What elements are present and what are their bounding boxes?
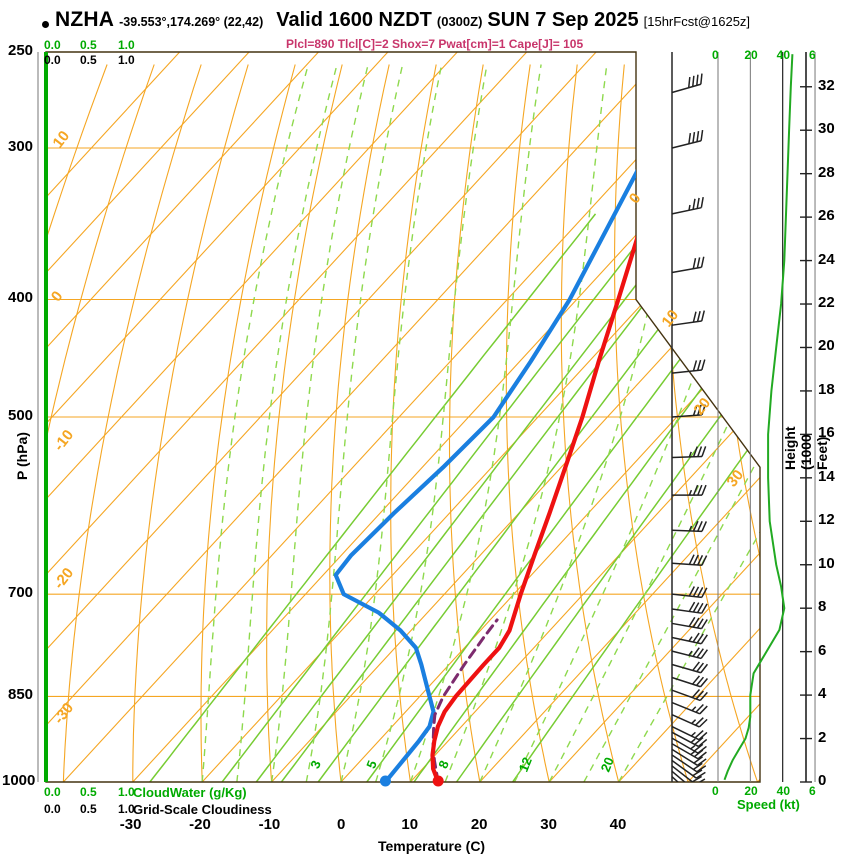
valid-time: Valid 1600 NZDT <box>276 9 432 31</box>
speed-axis-title: Speed (kt) <box>737 797 800 812</box>
temperature-tick: 40 <box>609 816 627 833</box>
pressure-tick: 400 <box>8 289 34 307</box>
cloudiness-tick-top: 0.5 <box>80 53 97 67</box>
height-tick: 8 <box>818 598 827 616</box>
temperature-tick: -20 <box>189 816 211 833</box>
pressure-axis-title: P (hPa) <box>14 432 30 480</box>
cloudwater-axis <box>37 52 48 782</box>
cloudwater-axis-title: CloudWater (g/Kg) <box>133 785 247 800</box>
height-tick: 4 <box>818 685 827 703</box>
temperature-tick: -10 <box>258 816 281 833</box>
speed-tick-bottom: 20 <box>744 784 758 798</box>
zulu-time: (0300Z) <box>436 14 483 29</box>
forecast-info: [15hrFcst@1625z] <box>643 14 751 29</box>
height-tick: 22 <box>818 294 835 312</box>
height-tick: 14 <box>818 467 835 485</box>
speed-tick-bottom: 40 <box>776 784 791 798</box>
speed-axis <box>717 52 816 782</box>
temperature-tick: 20 <box>470 816 488 833</box>
height-tick: 28 <box>818 163 835 181</box>
header: NZHA -39.553°,174.269° (22,42) Valid 160… <box>0 8 850 34</box>
mixing-ratio-lines <box>149 213 760 782</box>
station-id: NZHA <box>55 8 115 31</box>
temperature-tick: 30 <box>540 816 557 833</box>
speed-tick-bottom: 6 <box>809 784 816 798</box>
speed-tick-bottom: 0 <box>712 784 719 798</box>
temperature-tick: -30 <box>119 816 142 833</box>
pressure-tick: 700 <box>8 584 34 602</box>
cloudwater-tick-top: 0.5 <box>80 38 97 52</box>
height-tick: 0 <box>818 772 827 789</box>
height-tick: 6 <box>818 641 827 659</box>
height-tick: 12 <box>818 511 835 529</box>
cloudwater-tick-top: 1.0 <box>118 38 135 52</box>
speed-tick-top: 40 <box>776 48 791 62</box>
isobar-lines <box>46 52 760 782</box>
pressure-tick: 250 <box>8 42 34 59</box>
pressure-tick: 300 <box>8 138 34 155</box>
height-axis-title: Height (1000 Feet) <box>782 426 830 470</box>
valid-date: SUN 7 Sep 2025 <box>487 9 639 31</box>
surface-markers <box>379 775 444 787</box>
moist-adiabat-lines <box>201 64 760 782</box>
cloudiness-tick-top: 0.0 <box>44 53 61 67</box>
height-tick: 10 <box>818 554 835 572</box>
pressure-tick: 850 <box>8 686 34 704</box>
height-tick: 24 <box>818 250 835 268</box>
cloudiness-tick-top: 1.0 <box>118 53 135 67</box>
cloudiness-tick-bottom: 0.5 <box>80 802 97 816</box>
wind-speed-profile <box>723 54 794 781</box>
speed-tick-top: 6 <box>809 48 816 62</box>
height-tick: 32 <box>818 76 835 94</box>
height-tick: 20 <box>818 337 835 355</box>
cloudwater-tick-top: 0.0 <box>44 38 61 52</box>
isotherm-lines <box>46 52 760 782</box>
temperature-axis-title: Temperature (C) <box>378 838 486 854</box>
speed-tick-top: 20 <box>744 48 758 62</box>
cloudwater-tick-bottom: 0.0 <box>44 785 61 799</box>
height-tick: 18 <box>818 380 835 398</box>
height-tick: 30 <box>818 120 835 138</box>
pressure-tick: 500 <box>8 407 34 424</box>
cloudiness-tick-bottom: 1.0 <box>118 802 135 816</box>
speed-tick-top: 0 <box>712 48 719 62</box>
height-tick: 16 <box>818 424 835 442</box>
dewpoint-curve <box>333 74 694 782</box>
temperature-tick: 10 <box>401 816 419 833</box>
station-dot-icon <box>42 21 49 28</box>
cloudwater-tick-bottom: 1.0 <box>118 785 135 799</box>
temperature-curve <box>430 74 690 782</box>
sounding-parameters: Plcl=890 Tlcl[C]=2 Shox=7 Pwat[cm]=1 Cap… <box>286 37 584 51</box>
station-coordinates: -39.553°,174.269° (22,42) <box>119 15 264 29</box>
height-tick: 26 <box>818 207 835 225</box>
height-tick: 2 <box>818 728 827 746</box>
temperature-tick: 0 <box>337 816 346 833</box>
wind-barbs <box>671 73 709 782</box>
parcel-trace <box>431 618 499 782</box>
cloudwater-tick-bottom: 0.5 <box>80 785 97 799</box>
cloudiness-tick-bottom: 0.0 <box>44 802 61 816</box>
pressure-tick: 1000 <box>2 772 36 789</box>
cloudiness-axis-title: Grid-Scale Cloudiness <box>133 802 272 817</box>
height-ticks <box>800 86 812 783</box>
